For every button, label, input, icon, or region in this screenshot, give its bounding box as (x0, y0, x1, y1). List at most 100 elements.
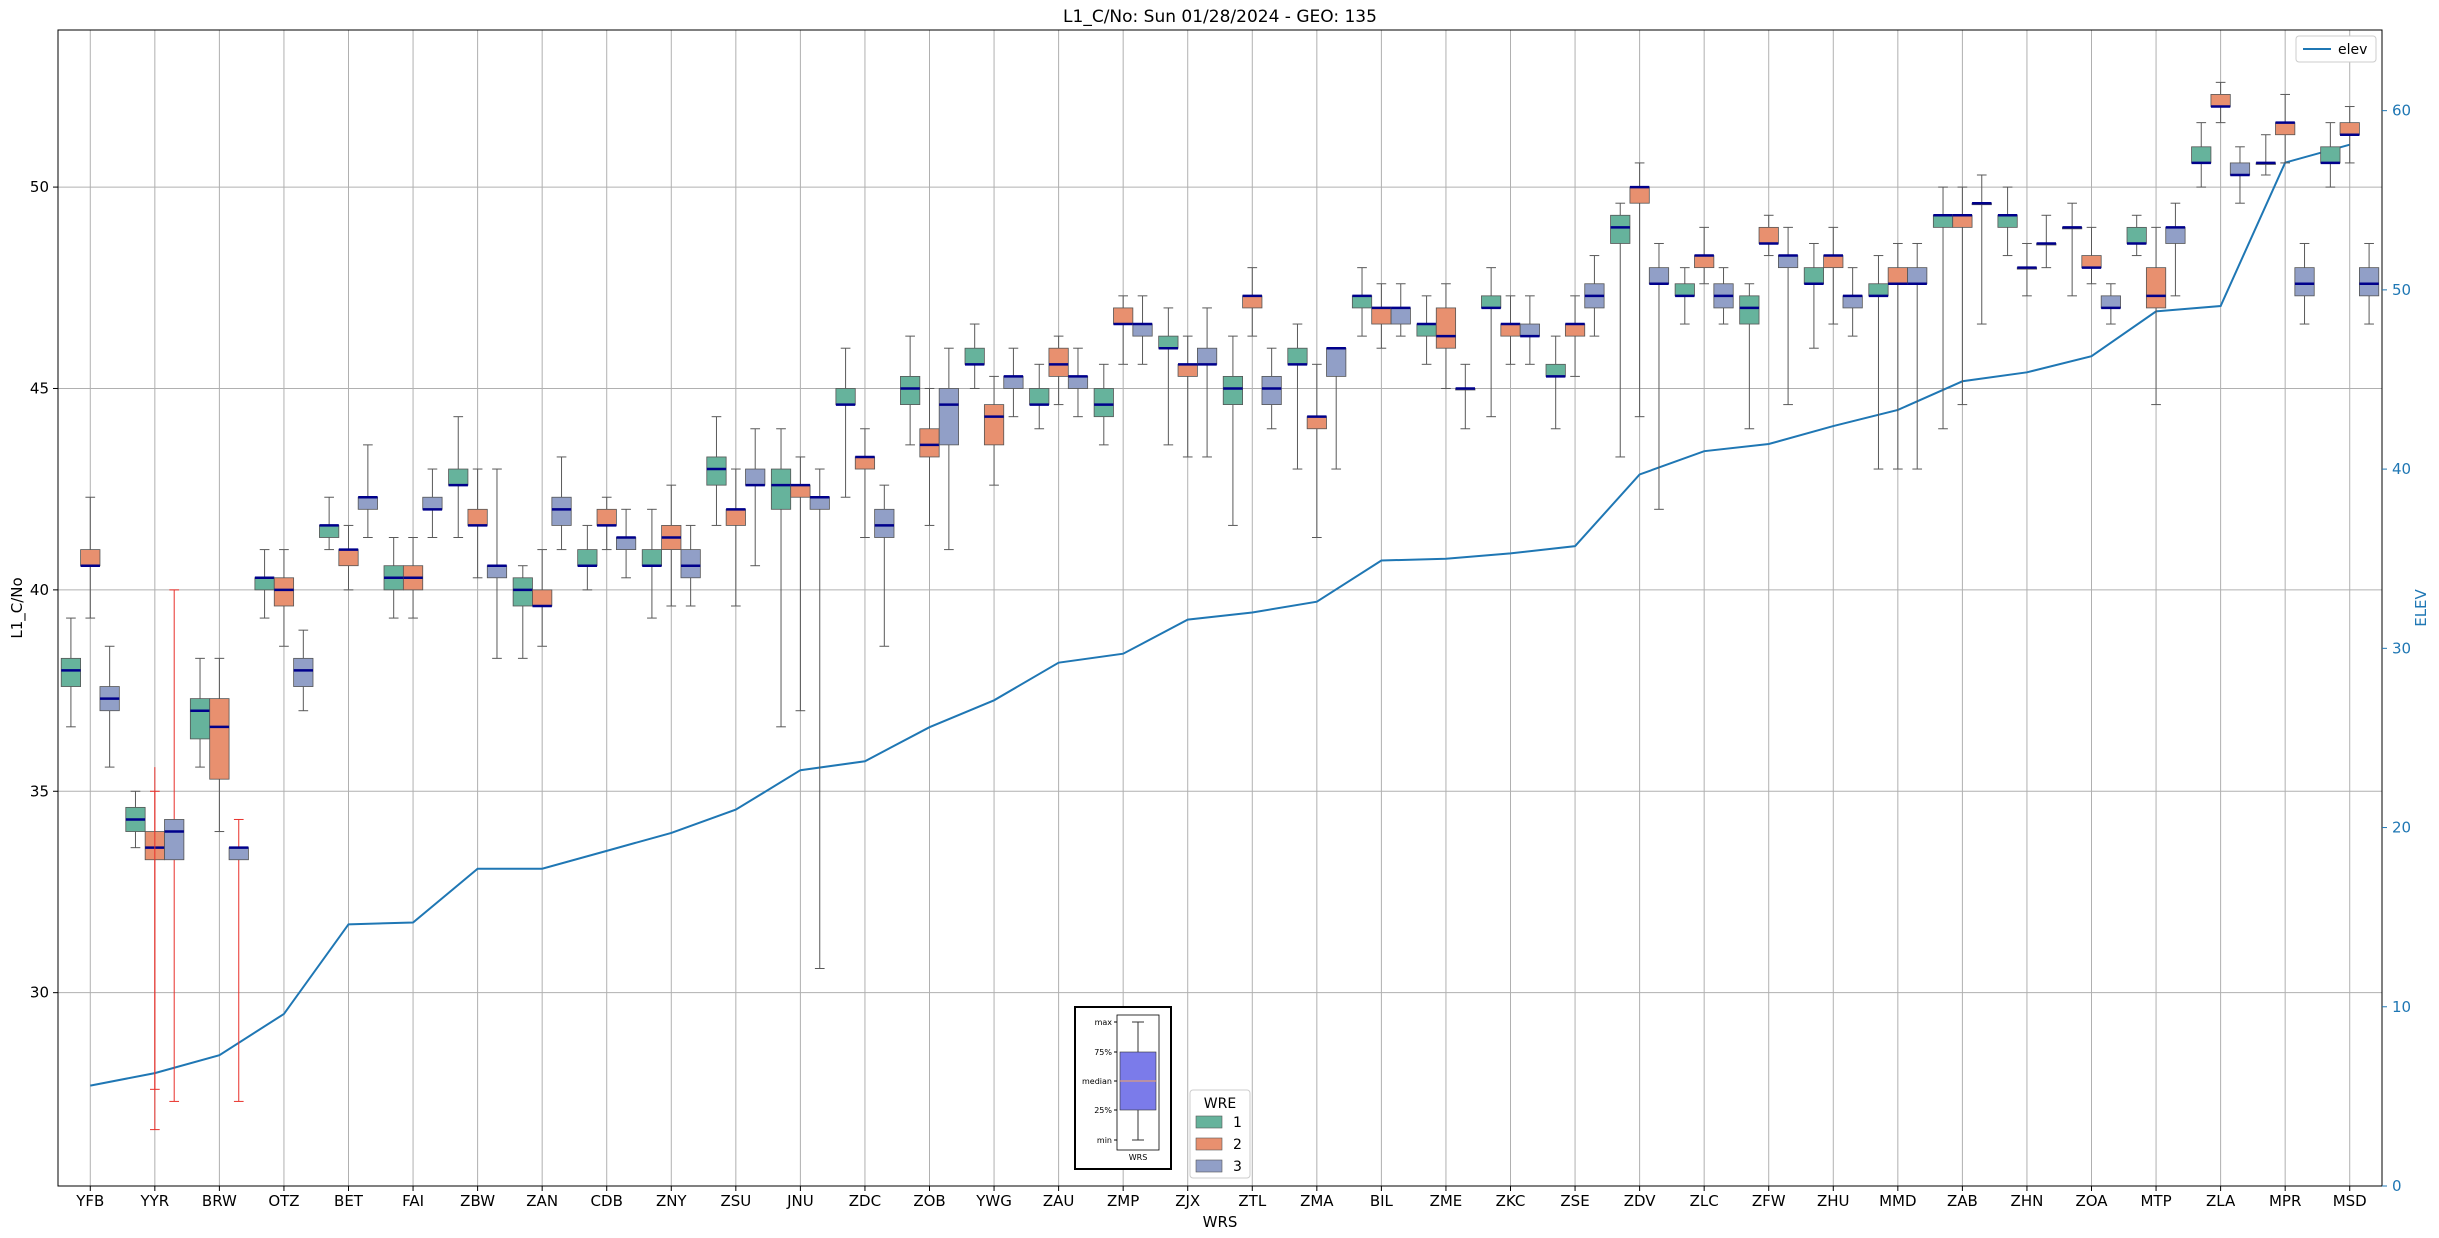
box-body (2191, 146, 2212, 164)
x-tick-label: ZMA (1300, 1192, 1334, 1210)
box-ZSU-wre3 (745, 428, 766, 567)
box-body (790, 484, 811, 498)
x-tick-label: OTZ (268, 1192, 299, 1210)
box-body (1158, 335, 1179, 349)
box-ZOB-wre3 (938, 347, 959, 551)
grid-lines (58, 30, 2382, 1186)
x-tick-label: ZAN (526, 1192, 558, 1210)
legend-wre-swatch-3 (1195, 1159, 1223, 1173)
box-body (1519, 323, 1540, 337)
x-tick-label: ZSE (1560, 1192, 1589, 1210)
box-ZDC-wre2 (854, 428, 876, 539)
x-tick-label: ZOB (913, 1192, 945, 1210)
x-axis: YFB YYR BRW OTZ BET FAI ZBW ZAN CDB ZNY ZSU JNU ZDC Z… (75, 1186, 2367, 1210)
box-body (60, 657, 81, 687)
box-body (1093, 388, 1114, 418)
box-ZFW-wre3 (1778, 226, 1799, 406)
y-tick-label: 30 (30, 984, 49, 1002)
y2-tick-label: 40 (2392, 460, 2411, 478)
y2-tick-label: 20 (2392, 819, 2411, 837)
box-body (1003, 375, 1024, 389)
box-MTP-wre2 (2145, 226, 2167, 406)
x-tick-label: ZFW (1752, 1192, 1786, 1210)
box-MMD-wre1 (1868, 255, 1889, 470)
x-tick-label: MSD (2333, 1192, 2367, 1210)
box-body (1132, 323, 1153, 337)
box-ZMA-wre3 (1326, 346, 1347, 470)
box-ZLA-wre1 (2191, 122, 2212, 188)
elev-line (90, 143, 2350, 1087)
box-body (1067, 375, 1089, 389)
box-body (1564, 323, 1586, 337)
box-BRW-wre2 (209, 657, 230, 833)
box-ZOB-wre1 (900, 335, 921, 446)
box-ZLC-wre2 (1694, 226, 1715, 285)
box-body (964, 347, 985, 365)
box-ZKC-wre3 (1519, 295, 1540, 365)
box-YFB-wre3 (99, 645, 120, 768)
x-axis-label: WRS (1203, 1213, 1238, 1231)
box-ZHU-wre3 (1842, 267, 1863, 337)
x-tick-label: ZAU (1043, 1192, 1075, 1210)
box-JNU-wre1 (770, 428, 792, 728)
y-axis-label: L1_C/No (8, 577, 27, 638)
box-body (532, 589, 553, 607)
box-BET-wre3 (357, 444, 378, 539)
box-body (1803, 267, 1824, 285)
elev-series (90, 143, 2350, 1087)
x-tick-label: ZSU (720, 1192, 751, 1210)
key-label: median (1082, 1077, 1112, 1086)
box-OTZ-wre1 (254, 549, 275, 619)
box-ZLA-wre2 (2210, 81, 2231, 124)
box-body (680, 549, 701, 579)
box-BIL-wre1 (1351, 267, 1373, 337)
box-BET-wre2 (338, 524, 359, 591)
y2-tick-label: 0 (2392, 1177, 2402, 1195)
box-ZOA-wre2 (2081, 226, 2102, 285)
x-tick-label: ZTL (1238, 1192, 1266, 1210)
box-body (2081, 255, 2102, 269)
x-tick-label: BRW (202, 1192, 237, 1210)
box-ZHU-wre2 (1823, 226, 1844, 325)
box-ZTL-wre3 (1261, 347, 1282, 430)
key-xlabel: WRS (1129, 1153, 1148, 1162)
box-ZOB-wre2 (919, 387, 940, 526)
box-body (2100, 295, 2121, 309)
x-tick-label: ZDC (849, 1192, 881, 1210)
box-ZMP-wre2 (1113, 295, 1134, 365)
box-ZNY-wre1 (641, 508, 662, 619)
box-ZHN-wre1 (1997, 186, 2018, 257)
legend-wre: WRE 1 2 3 (1189, 1089, 1251, 1179)
box-ZDV-wre2 (1629, 162, 1650, 418)
box-body (2294, 267, 2315, 297)
box-body (2165, 226, 2186, 244)
legend-wre-title: WRE (1204, 1096, 1236, 1112)
box-body (1287, 347, 1308, 365)
x-tick-label: ZHU (1817, 1192, 1850, 1210)
box-body (273, 577, 295, 607)
x-tick-label: ZJX (1175, 1192, 1200, 1210)
box-ZLC-wre3 (1713, 267, 1734, 325)
box-ZKC-wre1 (1481, 267, 1502, 418)
box-body (919, 428, 940, 458)
box-YWG-wre1 (964, 323, 985, 389)
box-body (1326, 347, 1347, 377)
y-tick-label: 40 (30, 581, 49, 599)
box-ZBW-wre3 (486, 468, 508, 659)
legend-elev-label: elev (2338, 42, 2367, 58)
box-body (900, 375, 921, 405)
box-YFB-wre2 (80, 496, 101, 619)
x-tick-label: ZLA (2206, 1192, 2236, 1210)
box-ZAU-wre1 (1029, 363, 1050, 430)
box-body (1435, 307, 1457, 349)
box-ZLA-wre3 (2229, 146, 2251, 204)
legend-wre-frame (1189, 1089, 1251, 1179)
box-MMD-wre3 (1907, 242, 1928, 470)
box-MSD-wre2 (2339, 106, 2360, 164)
box-body (1306, 416, 1327, 430)
x-tick-label: MPR (2269, 1192, 2301, 1210)
box-body (2275, 122, 2296, 136)
box-body (1048, 347, 1069, 377)
